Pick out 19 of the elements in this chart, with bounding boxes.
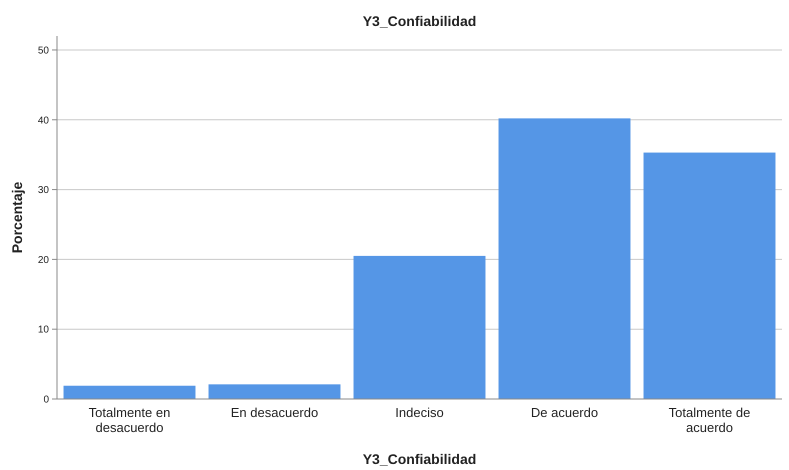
x-tick-label: De acuerdo <box>530 405 598 420</box>
x-tick-label: Indeciso <box>395 405 444 420</box>
bar <box>208 384 340 399</box>
y-tick-label: 30 <box>38 185 50 196</box>
y-tick-label: 40 <box>38 115 50 126</box>
bar <box>498 118 630 399</box>
y-tick-label: 0 <box>43 394 50 406</box>
x-tick-label: Totalmente en desacuerdo <box>88 405 170 435</box>
x-axis-title: Y3_Confiabilidad <box>362 451 476 467</box>
x-tick-label: Totalmente de acuerdo <box>668 405 750 435</box>
chart-title: Y3_Confiabilidad <box>362 13 476 29</box>
y-axis-title: Porcentaje <box>9 181 25 254</box>
y-tick-label: 20 <box>38 254 50 266</box>
bar <box>354 256 486 399</box>
y-tick-label: 50 <box>38 45 50 56</box>
bar <box>64 386 196 399</box>
y-tick-label: 10 <box>38 324 50 336</box>
bar <box>644 152 776 399</box>
x-tick-label: En desacuerdo <box>230 405 318 420</box>
